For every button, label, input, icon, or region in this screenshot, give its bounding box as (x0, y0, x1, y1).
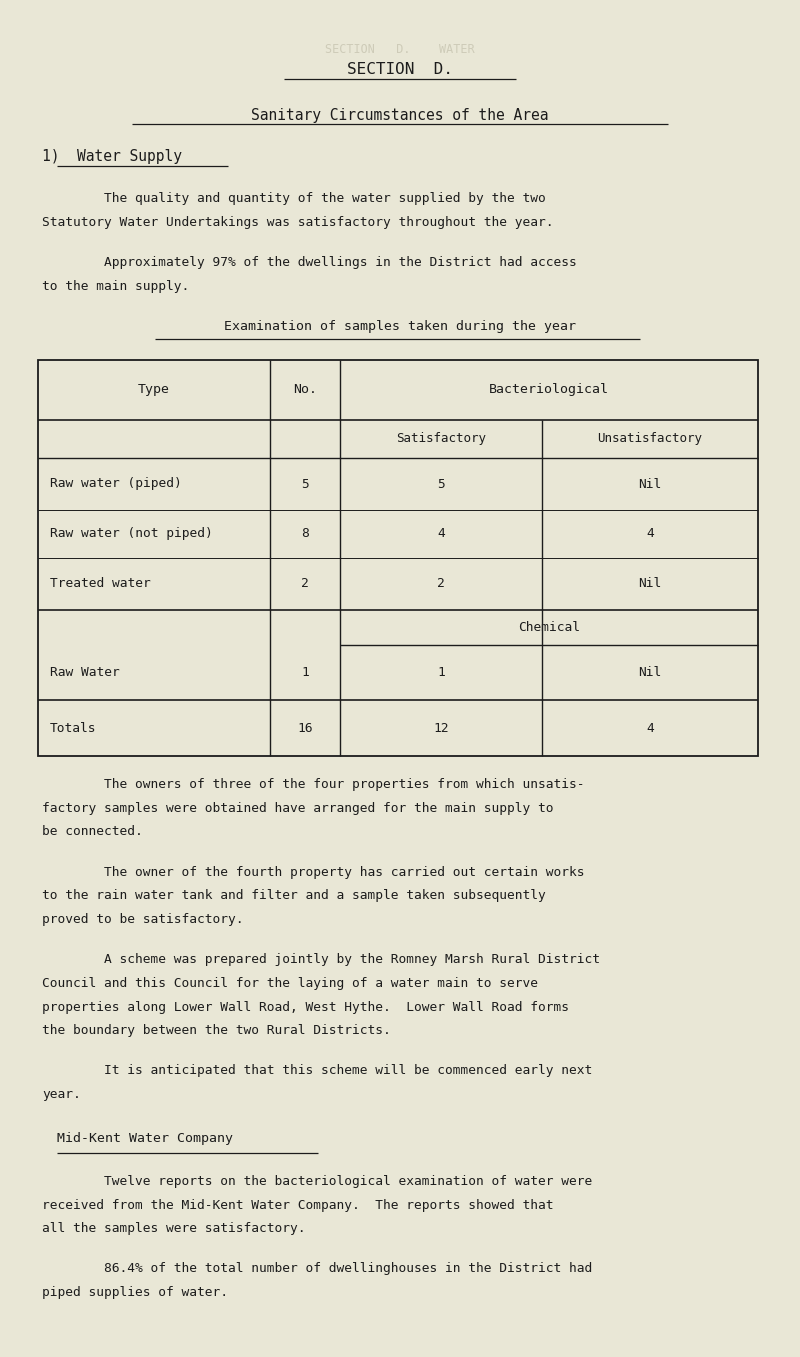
Text: to the main supply.: to the main supply. (42, 280, 190, 293)
Text: year.: year. (42, 1088, 81, 1101)
Text: 4: 4 (646, 528, 654, 540)
Text: Statutory Water Undertakings was satisfactory throughout the year.: Statutory Water Undertakings was satisfa… (42, 216, 554, 229)
Text: The owner of the fourth property has carried out certain works: The owner of the fourth property has car… (42, 866, 585, 878)
Text: Examination of samples taken during the year: Examination of samples taken during the … (224, 319, 576, 332)
Text: proved to be satisfaсtory.: proved to be satisfaсtory. (42, 913, 243, 925)
Text: SECTION  D.: SECTION D. (347, 62, 453, 77)
Text: It is anticipated that this scheme will be commenced early next: It is anticipated that this scheme will … (42, 1064, 592, 1077)
Text: Nil: Nil (638, 578, 662, 590)
Text: Unsatisfactory: Unsatisfactory (598, 433, 702, 445)
Text: piped supplies of water.: piped supplies of water. (42, 1286, 228, 1299)
Text: all the samples were satisfactory.: all the samples were satisfactory. (42, 1223, 306, 1235)
Text: 4: 4 (646, 722, 654, 734)
Text: 86.4% of the total number of dwellinghouses in the District had: 86.4% of the total number of dwellinghou… (42, 1262, 592, 1276)
Bar (38, 360, 758, 756)
Text: Chemical: Chemical (518, 622, 580, 634)
Text: A scheme was prepared jointly by the Romney Marsh Rural District: A scheme was prepared jointly by the Rom… (42, 953, 600, 966)
Text: Type: Type (138, 384, 170, 396)
Text: 12: 12 (434, 722, 449, 734)
Text: be connected.: be connected. (42, 825, 142, 839)
Text: Mid-Kent Water Company: Mid-Kent Water Company (57, 1132, 233, 1145)
Text: 1: 1 (301, 666, 309, 678)
Text: Totals: Totals (50, 722, 97, 734)
Text: Raw water (piped): Raw water (piped) (50, 478, 182, 490)
Text: The quality and quantity of the water supplied by the two: The quality and quantity of the water su… (42, 191, 546, 205)
Text: factory samples were obtained have arranged for the main supply to: factory samples were obtained have arran… (42, 802, 554, 814)
Text: Nil: Nil (638, 478, 662, 490)
Text: Sanitary Circumstances of the Area: Sanitary Circumstances of the Area (251, 109, 549, 123)
Text: to the rain water tank and filter and a sample taken subsequently: to the rain water tank and filter and a … (42, 889, 546, 902)
Text: Raw Water: Raw Water (50, 666, 120, 678)
Text: Satisfactory: Satisfactory (396, 433, 486, 445)
Text: 2: 2 (437, 578, 445, 590)
Text: Treated water: Treated water (50, 578, 150, 590)
Text: SECTION   D.    WATER: SECTION D. WATER (325, 43, 475, 56)
Text: 5: 5 (301, 478, 309, 490)
Text: The owners of three of the four properties from which unsatis-: The owners of three of the four properti… (42, 778, 585, 791)
Text: Nil: Nil (638, 666, 662, 678)
Text: Council and this Council for the laying of a water main to serve: Council and this Council for the laying … (42, 977, 538, 989)
Text: properties along Lower Wall Road, West Hythe.  Lower Wall Road forms: properties along Lower Wall Road, West H… (42, 1000, 569, 1014)
Text: 1)  Water Supply: 1) Water Supply (42, 149, 182, 164)
Text: 8: 8 (301, 528, 309, 540)
Text: 1: 1 (437, 666, 445, 678)
Text: 16: 16 (298, 722, 313, 734)
Text: received from the Mid-Kent Water Company.  The reports showed that: received from the Mid-Kent Water Company… (42, 1198, 554, 1212)
Text: Approximately 97% of the dwellings in the District had access: Approximately 97% of the dwellings in th… (42, 255, 577, 269)
Text: 2: 2 (301, 578, 309, 590)
Text: Raw water (not piped): Raw water (not piped) (50, 528, 213, 540)
Text: the boundary between the two Rural Districts.: the boundary between the two Rural Distr… (42, 1025, 390, 1037)
Text: 5: 5 (437, 478, 445, 490)
Text: No.: No. (293, 384, 317, 396)
Text: 4: 4 (437, 528, 445, 540)
Text: Bacteriological: Bacteriological (489, 384, 609, 396)
Text: Twelve reports on the bacteriological examination of water were: Twelve reports on the bacteriological ex… (42, 1175, 592, 1187)
